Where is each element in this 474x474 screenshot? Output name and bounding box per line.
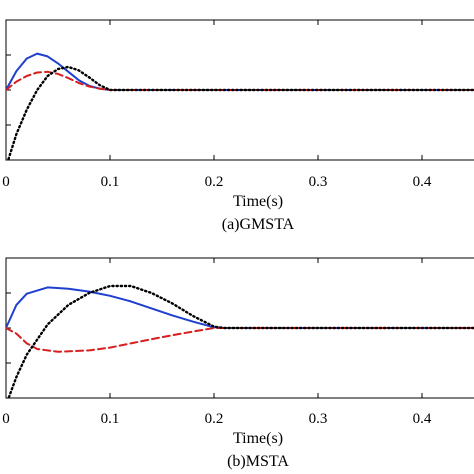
- panel-caption: (b)MSTA: [227, 453, 289, 470]
- x-axis-label: Time(s): [233, 430, 283, 447]
- x-tick-label: 0.3: [309, 411, 328, 427]
- x-tick-label: 0.4: [413, 411, 432, 427]
- x-tick-label: 0: [2, 174, 10, 190]
- series-line-dashed: [6, 327, 474, 353]
- panel-caption: (a)GMSTA: [222, 216, 295, 233]
- series-line-solid: [6, 286, 474, 329]
- series-line-dotted: [7, 284, 474, 398]
- series-line-dashed: [6, 70, 474, 91]
- series-line-dotted: [6, 65, 474, 160]
- series-group: [6, 52, 474, 160]
- series-line-solid: [6, 52, 474, 91]
- chart-panel-b: 0 0.1 0.2 0.3 0.4 Time(s) (b)MSTA: [2, 257, 474, 470]
- x-tick-label: 0.4: [413, 174, 432, 190]
- x-tick-label: 0.2: [205, 174, 224, 190]
- x-tick-label: 0.2: [205, 411, 224, 427]
- series-group: [6, 284, 474, 398]
- x-tick-label: 0.3: [309, 174, 328, 190]
- chart-panel-a: 0 0.1 0.2 0.3 0.4 Time(s) (a)GMSTA: [2, 19, 474, 233]
- x-tick-label: 0.1: [101, 411, 120, 427]
- x-tick-label: 0.1: [101, 174, 120, 190]
- x-axis-label: Time(s): [233, 193, 283, 210]
- x-tick-label: 0: [2, 411, 10, 427]
